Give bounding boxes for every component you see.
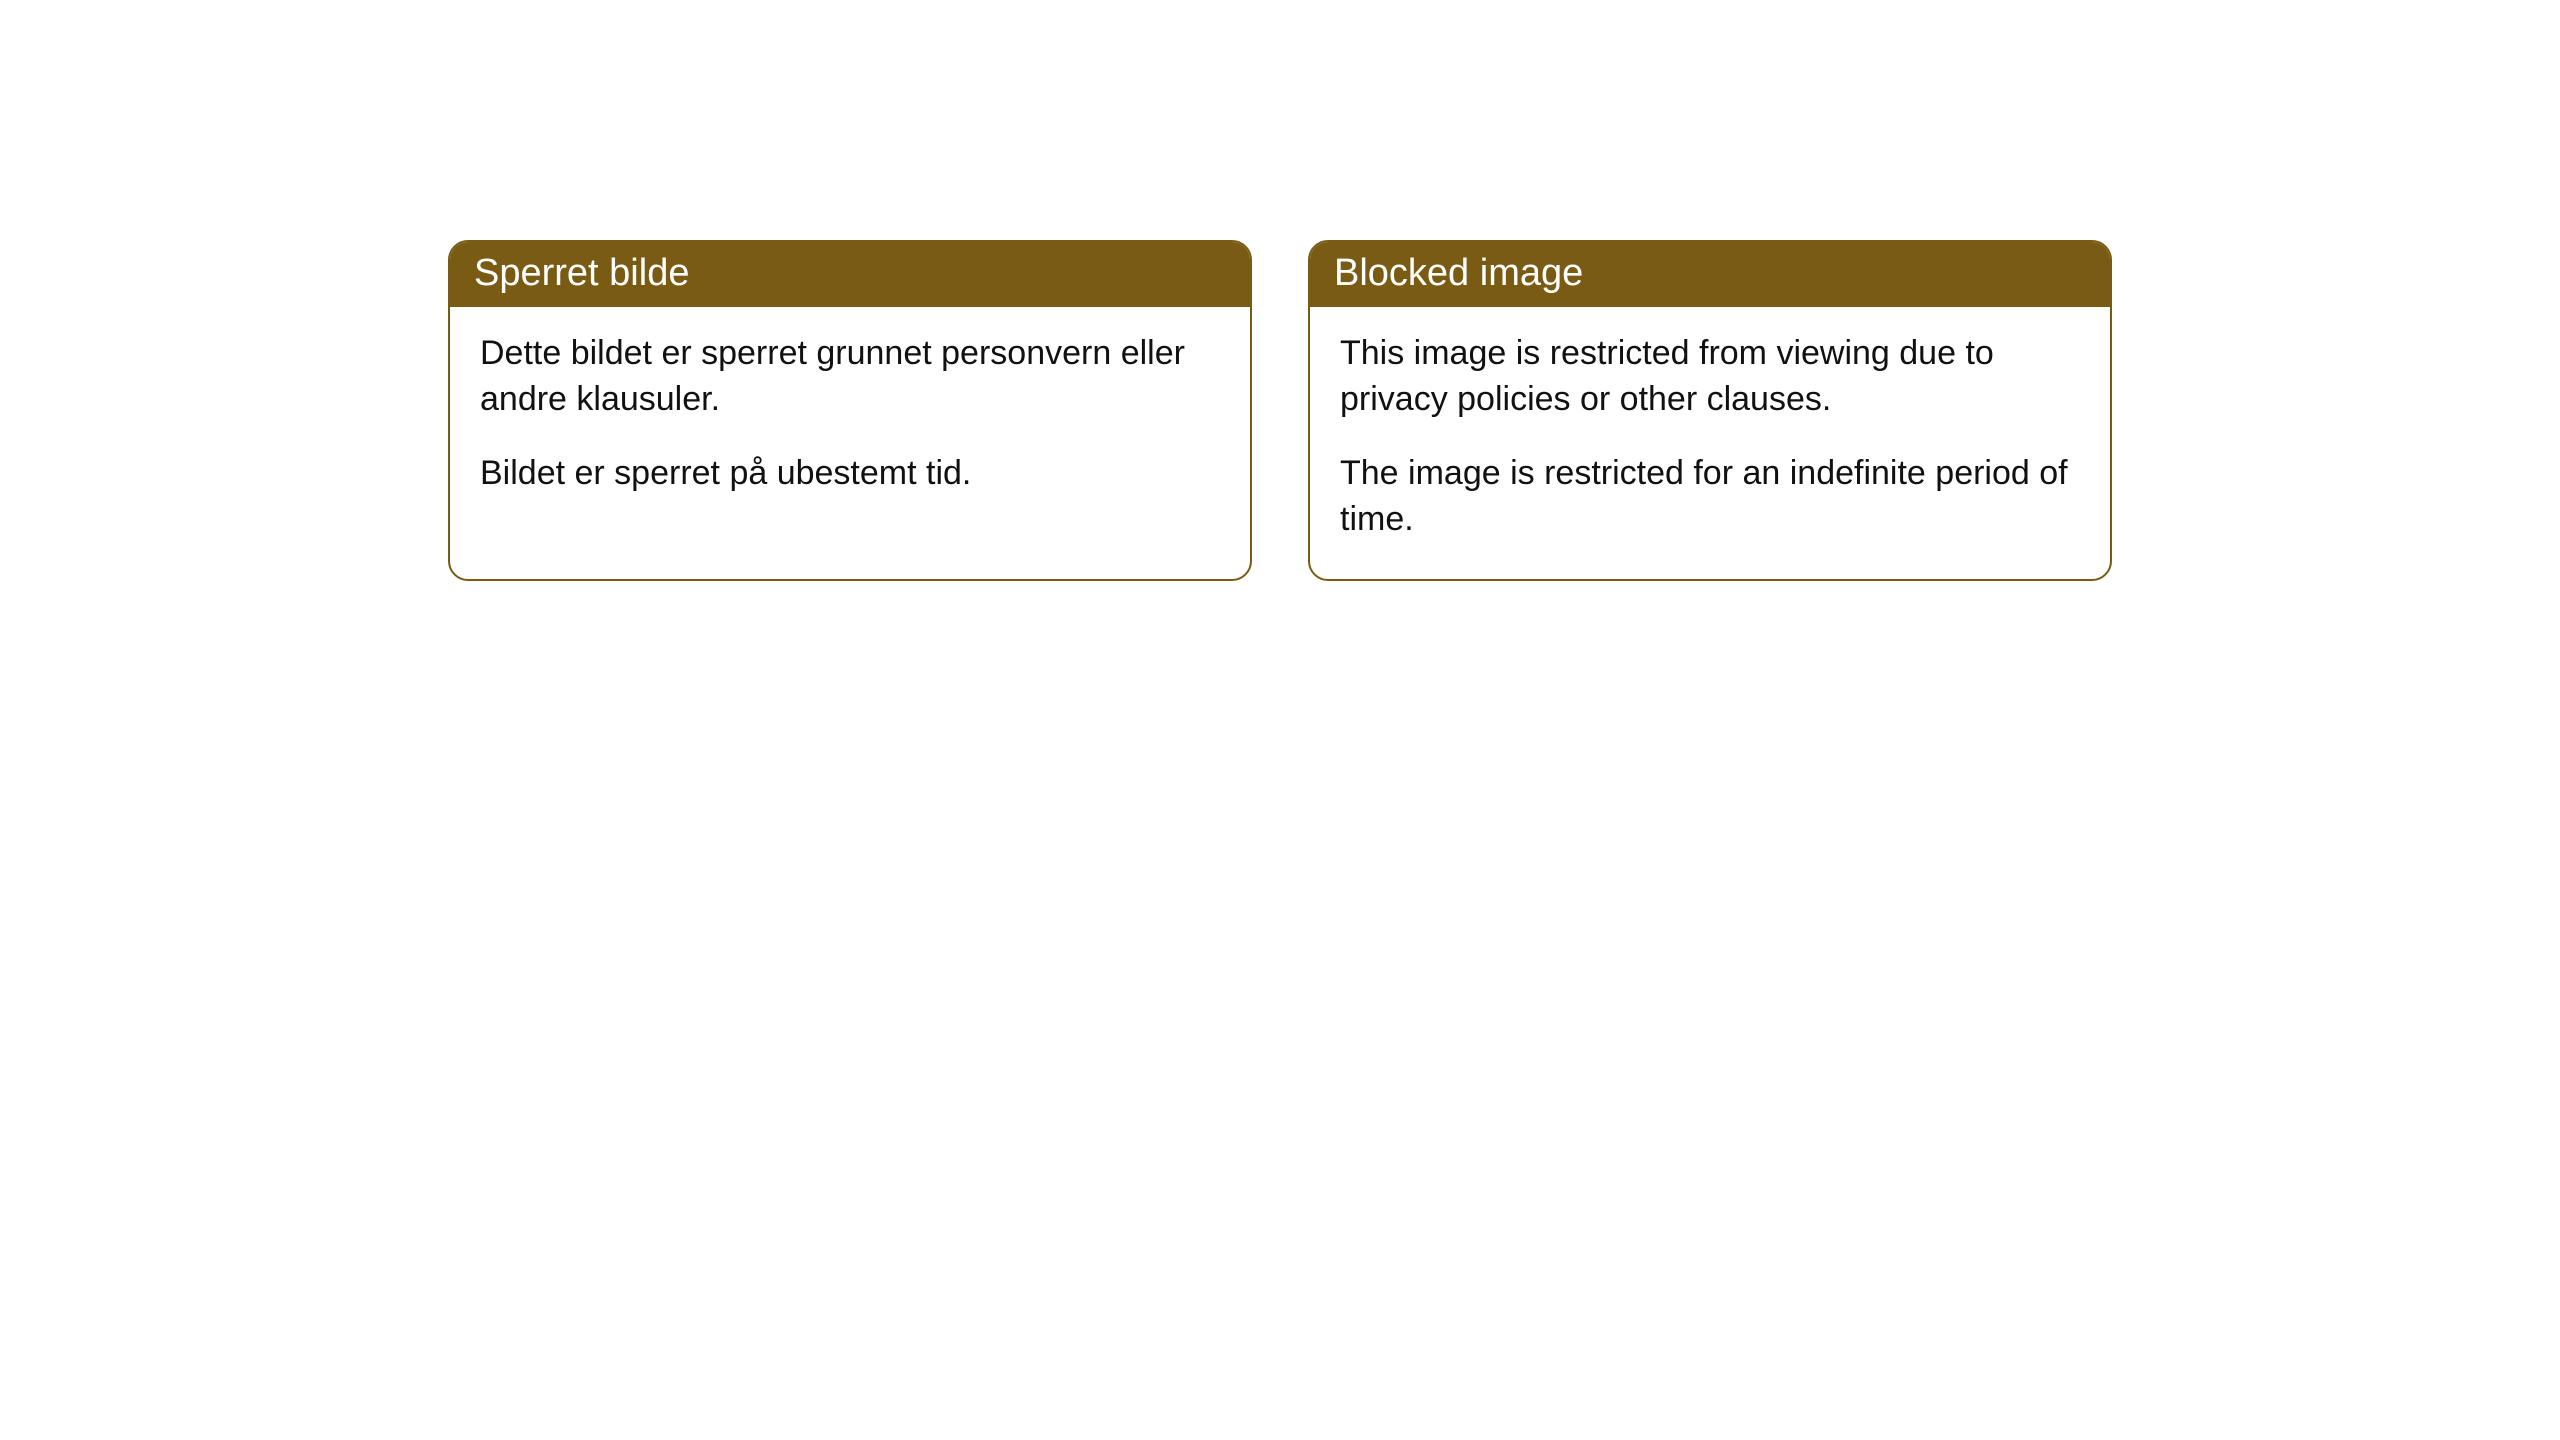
card-header-norwegian: Sperret bilde [450,242,1250,307]
card-paragraph: Bildet er sperret på ubestemt tid. [480,451,1220,497]
card-header-english: Blocked image [1310,242,2110,307]
notice-card-norwegian: Sperret bilde Dette bildet er sperret gr… [448,240,1252,581]
card-paragraph: Dette bildet er sperret grunnet personve… [480,331,1220,423]
card-paragraph: This image is restricted from viewing du… [1340,331,2080,423]
card-body-norwegian: Dette bildet er sperret grunnet personve… [450,307,1250,533]
notice-container: Sperret bilde Dette bildet er sperret gr… [0,0,2560,581]
card-body-english: This image is restricted from viewing du… [1310,307,2110,579]
card-paragraph: The image is restricted for an indefinit… [1340,451,2080,543]
notice-card-english: Blocked image This image is restricted f… [1308,240,2112,581]
